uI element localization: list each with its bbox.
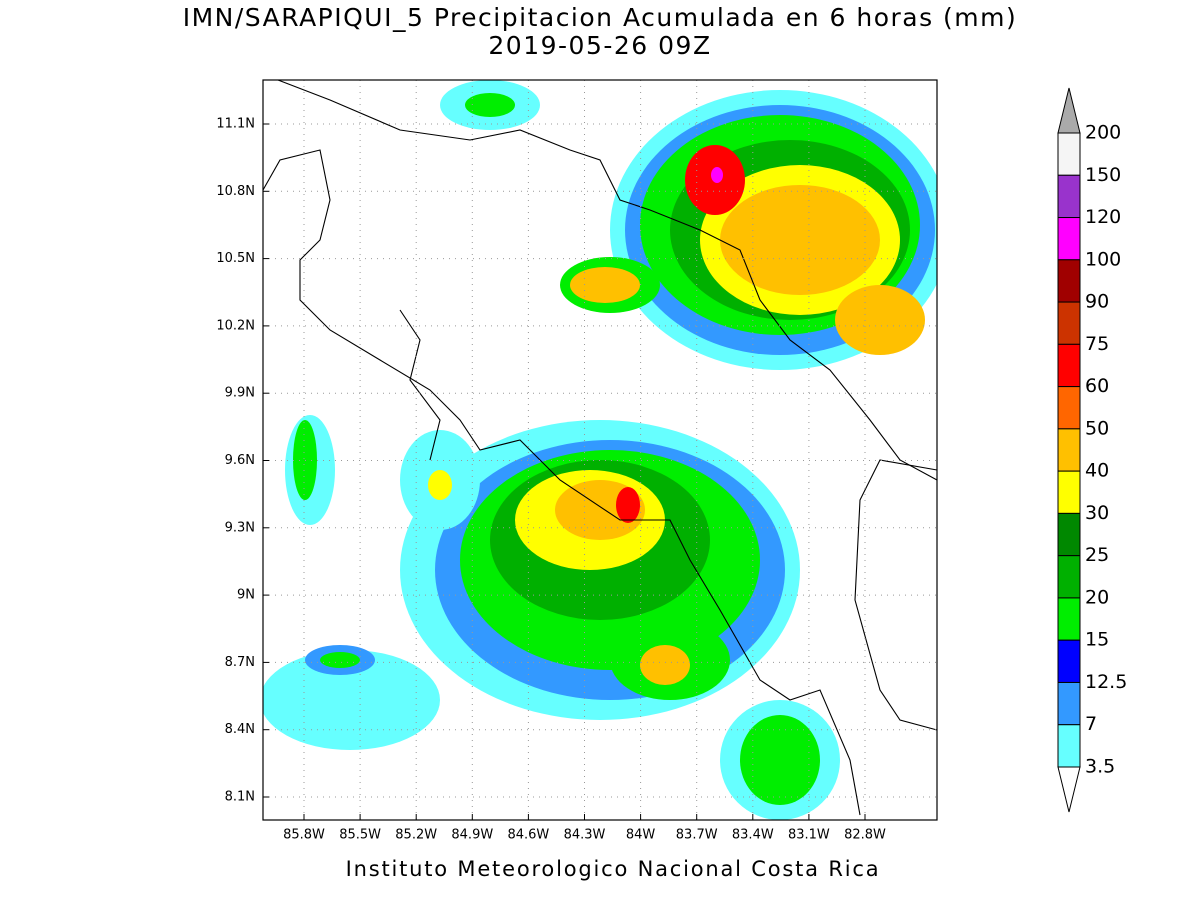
colorbar-label: 100 bbox=[1085, 248, 1121, 270]
colorbar-label: 3.5 bbox=[1085, 756, 1115, 778]
colorbar-box bbox=[1057, 259, 1081, 303]
map-frame bbox=[262, 79, 938, 821]
lon-tick-label: 84.3W bbox=[564, 828, 606, 843]
title: IMN/SARAPIQUI_5 Precipitacion Acumulada … bbox=[183, 3, 1018, 32]
lat-tick-label: 8.1N bbox=[225, 790, 255, 805]
colorbar-box bbox=[1057, 639, 1081, 683]
footer: Instituto Meteorologico Nacional Costa R… bbox=[346, 857, 881, 881]
colorbar-box bbox=[1057, 217, 1081, 261]
lon-tick-label: 82.8W bbox=[844, 828, 886, 843]
colorbar-box bbox=[1057, 386, 1081, 430]
colorbar-label: 150 bbox=[1085, 164, 1121, 186]
colorbar-box bbox=[1057, 512, 1081, 557]
colorbar-label: 25 bbox=[1085, 544, 1109, 566]
lat-tick-label: 10.8N bbox=[216, 184, 255, 199]
coastline bbox=[262, 79, 938, 816]
colorbar-box bbox=[1057, 555, 1081, 599]
lat-tick-label: 9N bbox=[237, 588, 255, 603]
lat-tick-label: 9.3N bbox=[225, 520, 255, 535]
colorbar-label: 15 bbox=[1085, 629, 1109, 651]
colorbar-box bbox=[1057, 428, 1081, 472]
colorbar-label: 60 bbox=[1085, 375, 1109, 397]
lat-tick-label: 9.6N bbox=[225, 453, 255, 468]
colorbar-label: 120 bbox=[1085, 206, 1121, 228]
colorbar-label: 200 bbox=[1085, 122, 1121, 144]
lat-tick-label: 10.5N bbox=[216, 251, 255, 266]
lat-tick-label: 8.7N bbox=[225, 655, 255, 670]
rain-north bbox=[440, 80, 937, 370]
lon-tick-label: 83.4W bbox=[732, 828, 774, 843]
colorbar-box bbox=[1057, 724, 1081, 768]
grid bbox=[263, 80, 937, 820]
lon-tick-label: 84W bbox=[626, 828, 656, 843]
colorbar-box bbox=[1057, 174, 1081, 219]
lat-tick-label: 9.9N bbox=[225, 386, 255, 401]
colorbar-label: 50 bbox=[1085, 417, 1109, 439]
colorbar-box bbox=[1057, 301, 1081, 345]
lat-tick-label: 11.1N bbox=[216, 117, 255, 132]
colorbar-over bbox=[1057, 87, 1081, 134]
colorbar-label: 40 bbox=[1085, 460, 1109, 482]
precip-field bbox=[263, 80, 937, 820]
lat-tick-label: 10.2N bbox=[216, 318, 255, 333]
colorbar-label: 30 bbox=[1085, 502, 1109, 524]
lon-tick-label: 85.5W bbox=[339, 828, 381, 843]
colorbar-label: 90 bbox=[1085, 291, 1109, 313]
colorbar-box bbox=[1057, 343, 1081, 388]
colorbar-under bbox=[1057, 766, 1081, 813]
lon-tick-label: 85.8W bbox=[283, 828, 325, 843]
lon-tick-label: 84.6W bbox=[507, 828, 549, 843]
colorbar-label: 75 bbox=[1085, 333, 1109, 355]
lon-tick-label: 83.7W bbox=[676, 828, 718, 843]
subtitle: 2019-05-26 09Z bbox=[488, 31, 711, 60]
colorbar-label: 12.5 bbox=[1085, 671, 1127, 693]
colorbar-box bbox=[1057, 681, 1081, 726]
colorbar-label: 20 bbox=[1085, 586, 1109, 608]
lon-tick-label: 83.1W bbox=[788, 828, 830, 843]
lat-tick-label: 8.4N bbox=[225, 722, 255, 737]
lon-tick-label: 85.2W bbox=[395, 828, 437, 843]
colorbar-box bbox=[1057, 132, 1081, 176]
rain-south bbox=[263, 415, 840, 820]
colorbar-label: 7 bbox=[1085, 713, 1097, 735]
lon-tick-label: 84.9W bbox=[451, 828, 493, 843]
colorbar-box bbox=[1057, 597, 1081, 641]
colorbar-box bbox=[1057, 470, 1081, 514]
